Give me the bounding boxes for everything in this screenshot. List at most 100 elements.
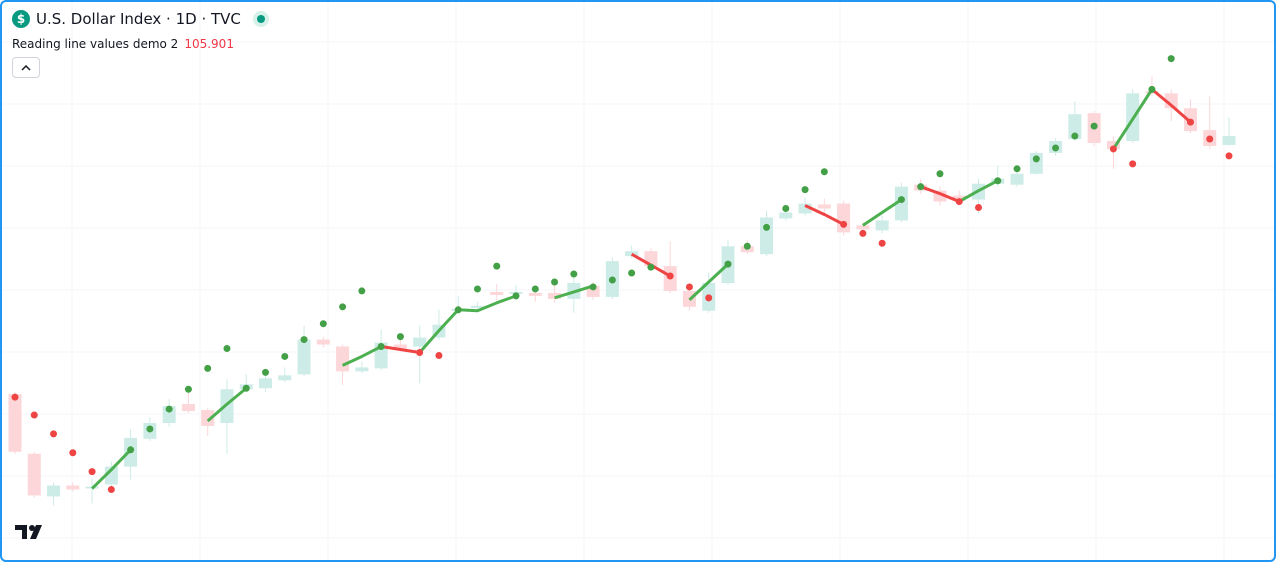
candle-body xyxy=(798,203,812,214)
signal-dot xyxy=(1129,160,1137,168)
candle-body xyxy=(1068,114,1082,140)
signal-dot xyxy=(1206,135,1214,143)
candle-body xyxy=(779,212,793,219)
signal-dot xyxy=(801,186,809,194)
market-status xyxy=(252,11,269,27)
signal-dot xyxy=(300,336,308,344)
signal-dot xyxy=(666,272,674,280)
candle-body xyxy=(470,305,484,308)
signal-dot xyxy=(69,449,77,457)
signal-dot xyxy=(531,285,539,293)
candle-body xyxy=(875,220,889,231)
candle-body xyxy=(817,204,831,209)
signal-dot xyxy=(936,170,944,178)
candle-body xyxy=(586,285,600,297)
candle-body xyxy=(548,292,562,299)
candle-body xyxy=(894,186,908,221)
indicator-value: 105.901 xyxy=(184,37,234,51)
candle-body xyxy=(355,367,369,372)
candle-body xyxy=(760,217,774,255)
signal-dot xyxy=(165,405,173,413)
header: $ U.S. Dollar Index · 1D · TVC xyxy=(12,10,269,28)
signal-dot xyxy=(512,292,520,300)
signal-dot xyxy=(454,306,462,314)
signal-dot xyxy=(608,276,616,284)
signal-dot xyxy=(589,283,597,291)
candle-body xyxy=(933,190,947,202)
signal-dot xyxy=(416,348,424,356)
signal-dot xyxy=(628,269,636,277)
candle-body xyxy=(1222,136,1236,145)
signal-dot xyxy=(146,425,154,433)
signal-dot xyxy=(917,183,925,191)
tradingview-logo xyxy=(15,525,42,539)
signal-dot xyxy=(319,320,327,328)
candle-body xyxy=(856,225,870,230)
signal-dot xyxy=(204,364,212,372)
signal-dot xyxy=(1148,85,1156,93)
candle-body xyxy=(393,344,407,350)
signal-dot xyxy=(223,345,231,353)
candle-body xyxy=(8,394,22,452)
signal-dot xyxy=(763,223,771,231)
candle-body xyxy=(27,453,41,496)
candle-body xyxy=(278,375,292,381)
signal-dot xyxy=(377,343,385,351)
signal-dot xyxy=(11,393,19,401)
signal-dot xyxy=(184,385,192,393)
indicator-legend: Reading line values demo 2 105.901 xyxy=(12,37,234,51)
signal-dot xyxy=(975,204,982,212)
signal-dot xyxy=(262,368,270,376)
signal-dot xyxy=(435,351,443,359)
signal-dot xyxy=(551,278,559,286)
candle-body xyxy=(47,485,61,497)
symbol-icon: $ xyxy=(12,10,30,28)
signal-dot xyxy=(955,198,963,206)
candle-body xyxy=(336,346,350,372)
signal-dot xyxy=(1109,145,1117,153)
signal-dot xyxy=(396,333,404,341)
signal-dot xyxy=(685,283,693,291)
signal-dot xyxy=(493,262,501,270)
candle-body xyxy=(837,203,851,233)
candle-body xyxy=(66,485,80,490)
candle-body xyxy=(1106,141,1120,149)
signal-dot xyxy=(1167,55,1175,63)
signal-dot xyxy=(570,270,578,278)
signal-dot xyxy=(647,263,655,271)
signal-dot xyxy=(88,468,96,476)
signal-dot xyxy=(1032,155,1040,163)
candle-body xyxy=(413,337,427,347)
signal-dot xyxy=(1186,118,1194,126)
signal-dot xyxy=(242,384,250,392)
signal-dot xyxy=(820,168,828,176)
signal-dot xyxy=(705,294,713,302)
signal-dot xyxy=(1225,152,1233,160)
candle-body xyxy=(490,291,504,295)
signal-line xyxy=(91,88,1154,490)
signal-dot xyxy=(1013,165,1021,173)
signal-dot xyxy=(339,303,347,311)
signal-dot xyxy=(107,486,115,494)
candle-body xyxy=(259,378,273,389)
candle-body xyxy=(181,404,195,412)
candle-body xyxy=(201,410,215,426)
signal-dot xyxy=(724,260,732,268)
signal-dot xyxy=(859,229,867,237)
candle-body xyxy=(316,339,330,345)
signal-dot xyxy=(782,205,790,213)
chart-title: U.S. Dollar Index · 1D · TVC xyxy=(36,10,241,28)
signal-dot xyxy=(1071,132,1079,140)
collapse-button[interactable] xyxy=(12,57,40,78)
signal-dot xyxy=(878,239,886,247)
signal-dot xyxy=(50,430,58,438)
signal-dot xyxy=(994,177,1002,185)
signal-dot xyxy=(1052,144,1060,152)
candle-body xyxy=(625,251,639,257)
signal-dot xyxy=(473,285,481,293)
signal-dot xyxy=(127,446,135,454)
candle-body xyxy=(297,339,311,375)
